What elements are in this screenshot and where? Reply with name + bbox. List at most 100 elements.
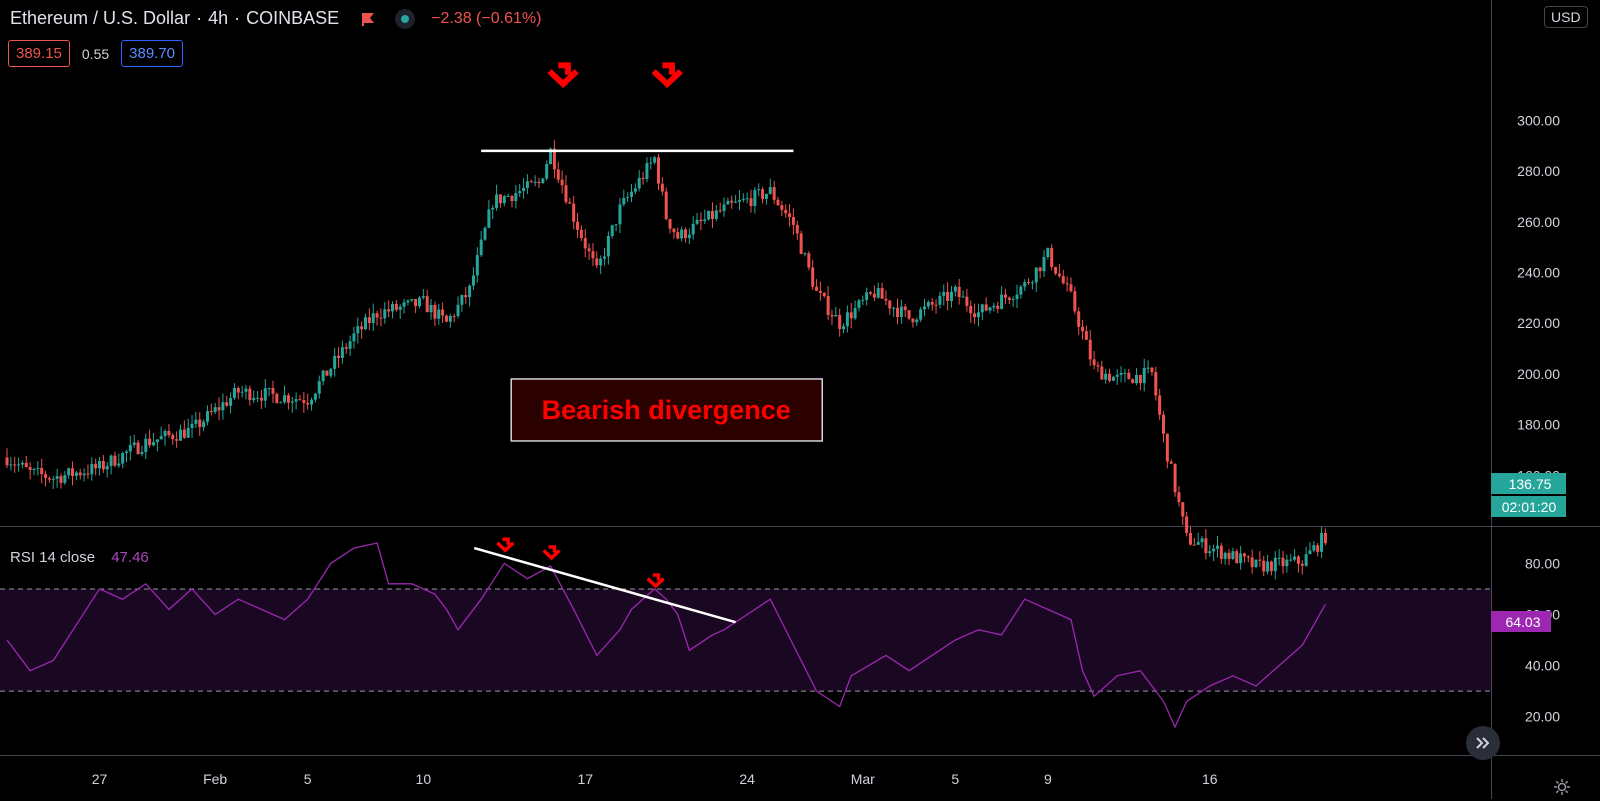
candle-body[interactable] <box>248 388 252 401</box>
candle-body[interactable] <box>13 464 17 466</box>
annotation-box[interactable] <box>510 378 823 442</box>
candle-body[interactable] <box>1212 548 1216 552</box>
candle-body[interactable] <box>202 421 206 428</box>
candle-body[interactable] <box>614 224 618 226</box>
candle-body[interactable] <box>387 309 391 312</box>
candle-body[interactable] <box>1054 267 1058 274</box>
candle-body[interactable] <box>830 315 834 317</box>
candle-body[interactable] <box>74 472 78 476</box>
candle-body[interactable] <box>656 157 660 184</box>
candle-body[interactable] <box>525 181 529 188</box>
candle-body[interactable] <box>460 295 464 305</box>
candle-body[interactable] <box>683 229 687 239</box>
candle-body[interactable] <box>815 286 819 291</box>
candle-body[interactable] <box>1081 326 1085 332</box>
candle-body[interactable] <box>1258 559 1262 561</box>
bid-price[interactable]: 389.15 <box>8 40 70 67</box>
candle-body[interactable] <box>171 435 175 440</box>
candle-body[interactable] <box>699 219 703 222</box>
candle-body[interactable] <box>926 302 930 307</box>
candle-body[interactable] <box>9 464 13 466</box>
candle-body[interactable] <box>221 402 225 411</box>
candle-body[interactable] <box>630 191 634 197</box>
candle-body[interactable] <box>109 455 113 467</box>
candle-body[interactable] <box>741 198 745 201</box>
candle-body[interactable] <box>745 198 749 200</box>
candle-body[interactable] <box>506 195 510 197</box>
candle-body[interactable] <box>1150 367 1154 373</box>
candle-body[interactable] <box>344 347 348 349</box>
candle-body[interactable] <box>144 438 148 453</box>
candle-body[interactable] <box>1227 552 1231 559</box>
candle-body[interactable] <box>514 193 518 202</box>
candle-body[interactable] <box>892 307 896 309</box>
candle-body[interactable] <box>1019 286 1023 295</box>
candle-body[interactable] <box>753 190 757 207</box>
candle-body[interactable] <box>1108 373 1112 381</box>
candle-body[interactable] <box>992 305 996 308</box>
candle-body[interactable] <box>930 302 934 305</box>
candle-body[interactable] <box>348 341 352 349</box>
candle-body[interactable] <box>47 478 51 480</box>
candle-body[interactable] <box>637 177 641 189</box>
candle-body[interactable] <box>5 457 9 466</box>
candle-body[interactable] <box>626 196 630 198</box>
candle-body[interactable] <box>726 200 730 205</box>
candle-body[interactable] <box>1057 273 1061 277</box>
candle-body[interactable] <box>194 419 198 424</box>
candle-body[interactable] <box>672 228 676 233</box>
candle-body[interactable] <box>471 275 475 286</box>
candle-body[interactable] <box>668 219 672 229</box>
candle-body[interactable] <box>140 452 144 455</box>
symbol-title-text[interactable]: Ethereum / U.S. Dollar <box>10 8 191 28</box>
candle-body[interactable] <box>1273 557 1277 572</box>
candle-body[interactable] <box>1235 551 1239 564</box>
candle-body[interactable] <box>17 464 21 466</box>
candle-body[interactable] <box>722 204 726 211</box>
rsi-line[interactable] <box>6 542 1326 729</box>
candle-body[interactable] <box>969 306 973 314</box>
candle-body[interactable] <box>1204 538 1208 554</box>
candle-body[interactable] <box>1231 551 1235 559</box>
candle-body[interactable] <box>267 388 271 390</box>
candle-body[interactable] <box>406 300 410 303</box>
candle-body[interactable] <box>90 463 94 475</box>
candle-body[interactable] <box>1300 563 1304 566</box>
candle-body[interactable] <box>1088 339 1092 360</box>
candle-body[interactable] <box>71 468 75 476</box>
candle-body[interactable] <box>610 225 614 237</box>
candle-body[interactable] <box>603 256 607 259</box>
candle-body[interactable] <box>229 398 233 406</box>
candle-body[interactable] <box>541 178 545 184</box>
candle-body[interactable] <box>313 393 317 400</box>
candle-body[interactable] <box>20 462 24 465</box>
candle-body[interactable] <box>502 196 506 204</box>
candle-body[interactable] <box>94 463 98 469</box>
candle-body[interactable] <box>591 251 595 259</box>
candle-body[interactable] <box>1223 552 1227 559</box>
candle-body[interactable] <box>552 148 556 170</box>
candle-body[interactable] <box>1254 559 1258 567</box>
candle-body[interactable] <box>899 306 903 317</box>
candle-body[interactable] <box>113 455 117 466</box>
candle-body[interactable] <box>545 164 549 179</box>
candle-body[interactable] <box>791 216 795 225</box>
candle-body[interactable] <box>468 285 472 298</box>
candle-body[interactable] <box>1293 556 1297 560</box>
candle-body[interactable] <box>976 312 980 318</box>
candle-body[interactable] <box>818 290 822 293</box>
candle-body[interactable] <box>826 296 830 316</box>
candle-body[interactable] <box>325 370 329 376</box>
candle-body[interactable] <box>105 466 109 470</box>
candle-body[interactable] <box>310 399 314 405</box>
candle-body[interactable] <box>822 292 826 297</box>
candle-body[interactable] <box>63 475 67 483</box>
candle-body[interactable] <box>1027 282 1031 284</box>
settings-button[interactable] <box>1553 778 1571 801</box>
candle-body[interactable] <box>1242 553 1246 557</box>
candle-body[interactable] <box>849 312 853 319</box>
candle-body[interactable] <box>880 288 884 299</box>
candle-body[interactable] <box>1169 461 1173 464</box>
candle-body[interactable] <box>271 388 275 394</box>
candle-body[interactable] <box>1138 374 1142 384</box>
